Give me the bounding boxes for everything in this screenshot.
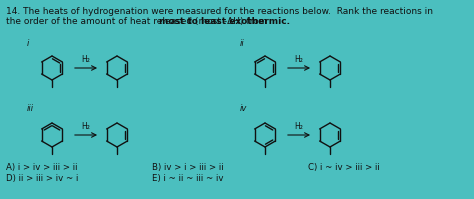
Text: H₂: H₂	[82, 122, 91, 131]
Text: A) i > iv > iii > ii: A) i > iv > iii > ii	[6, 163, 78, 172]
Text: iii: iii	[27, 104, 34, 113]
Text: H₂: H₂	[294, 55, 303, 64]
Text: iv: iv	[240, 104, 247, 113]
Text: D) ii > iii > iv ~ i: D) ii > iii > iv ~ i	[6, 174, 78, 183]
Text: ii: ii	[240, 39, 245, 48]
Text: E) i ~ ii ~ iii ~ iv: E) i ~ ii ~ iii ~ iv	[152, 174, 224, 183]
Text: B) iv > i > iii > ii: B) iv > i > iii > ii	[152, 163, 224, 172]
Text: C) i ~ iv > iii > ii: C) i ~ iv > iii > ii	[308, 163, 380, 172]
Text: i: i	[27, 39, 29, 48]
Text: the order of the amount of heat released (most -ΔH) from: the order of the amount of heat released…	[6, 17, 270, 26]
Text: most to least exothermic.: most to least exothermic.	[159, 17, 290, 26]
Text: H₂: H₂	[82, 55, 91, 64]
Text: H₂: H₂	[294, 122, 303, 131]
Text: 14. The heats of hydrogenation were measured for the reactions below.  Rank the : 14. The heats of hydrogenation were meas…	[6, 7, 433, 16]
